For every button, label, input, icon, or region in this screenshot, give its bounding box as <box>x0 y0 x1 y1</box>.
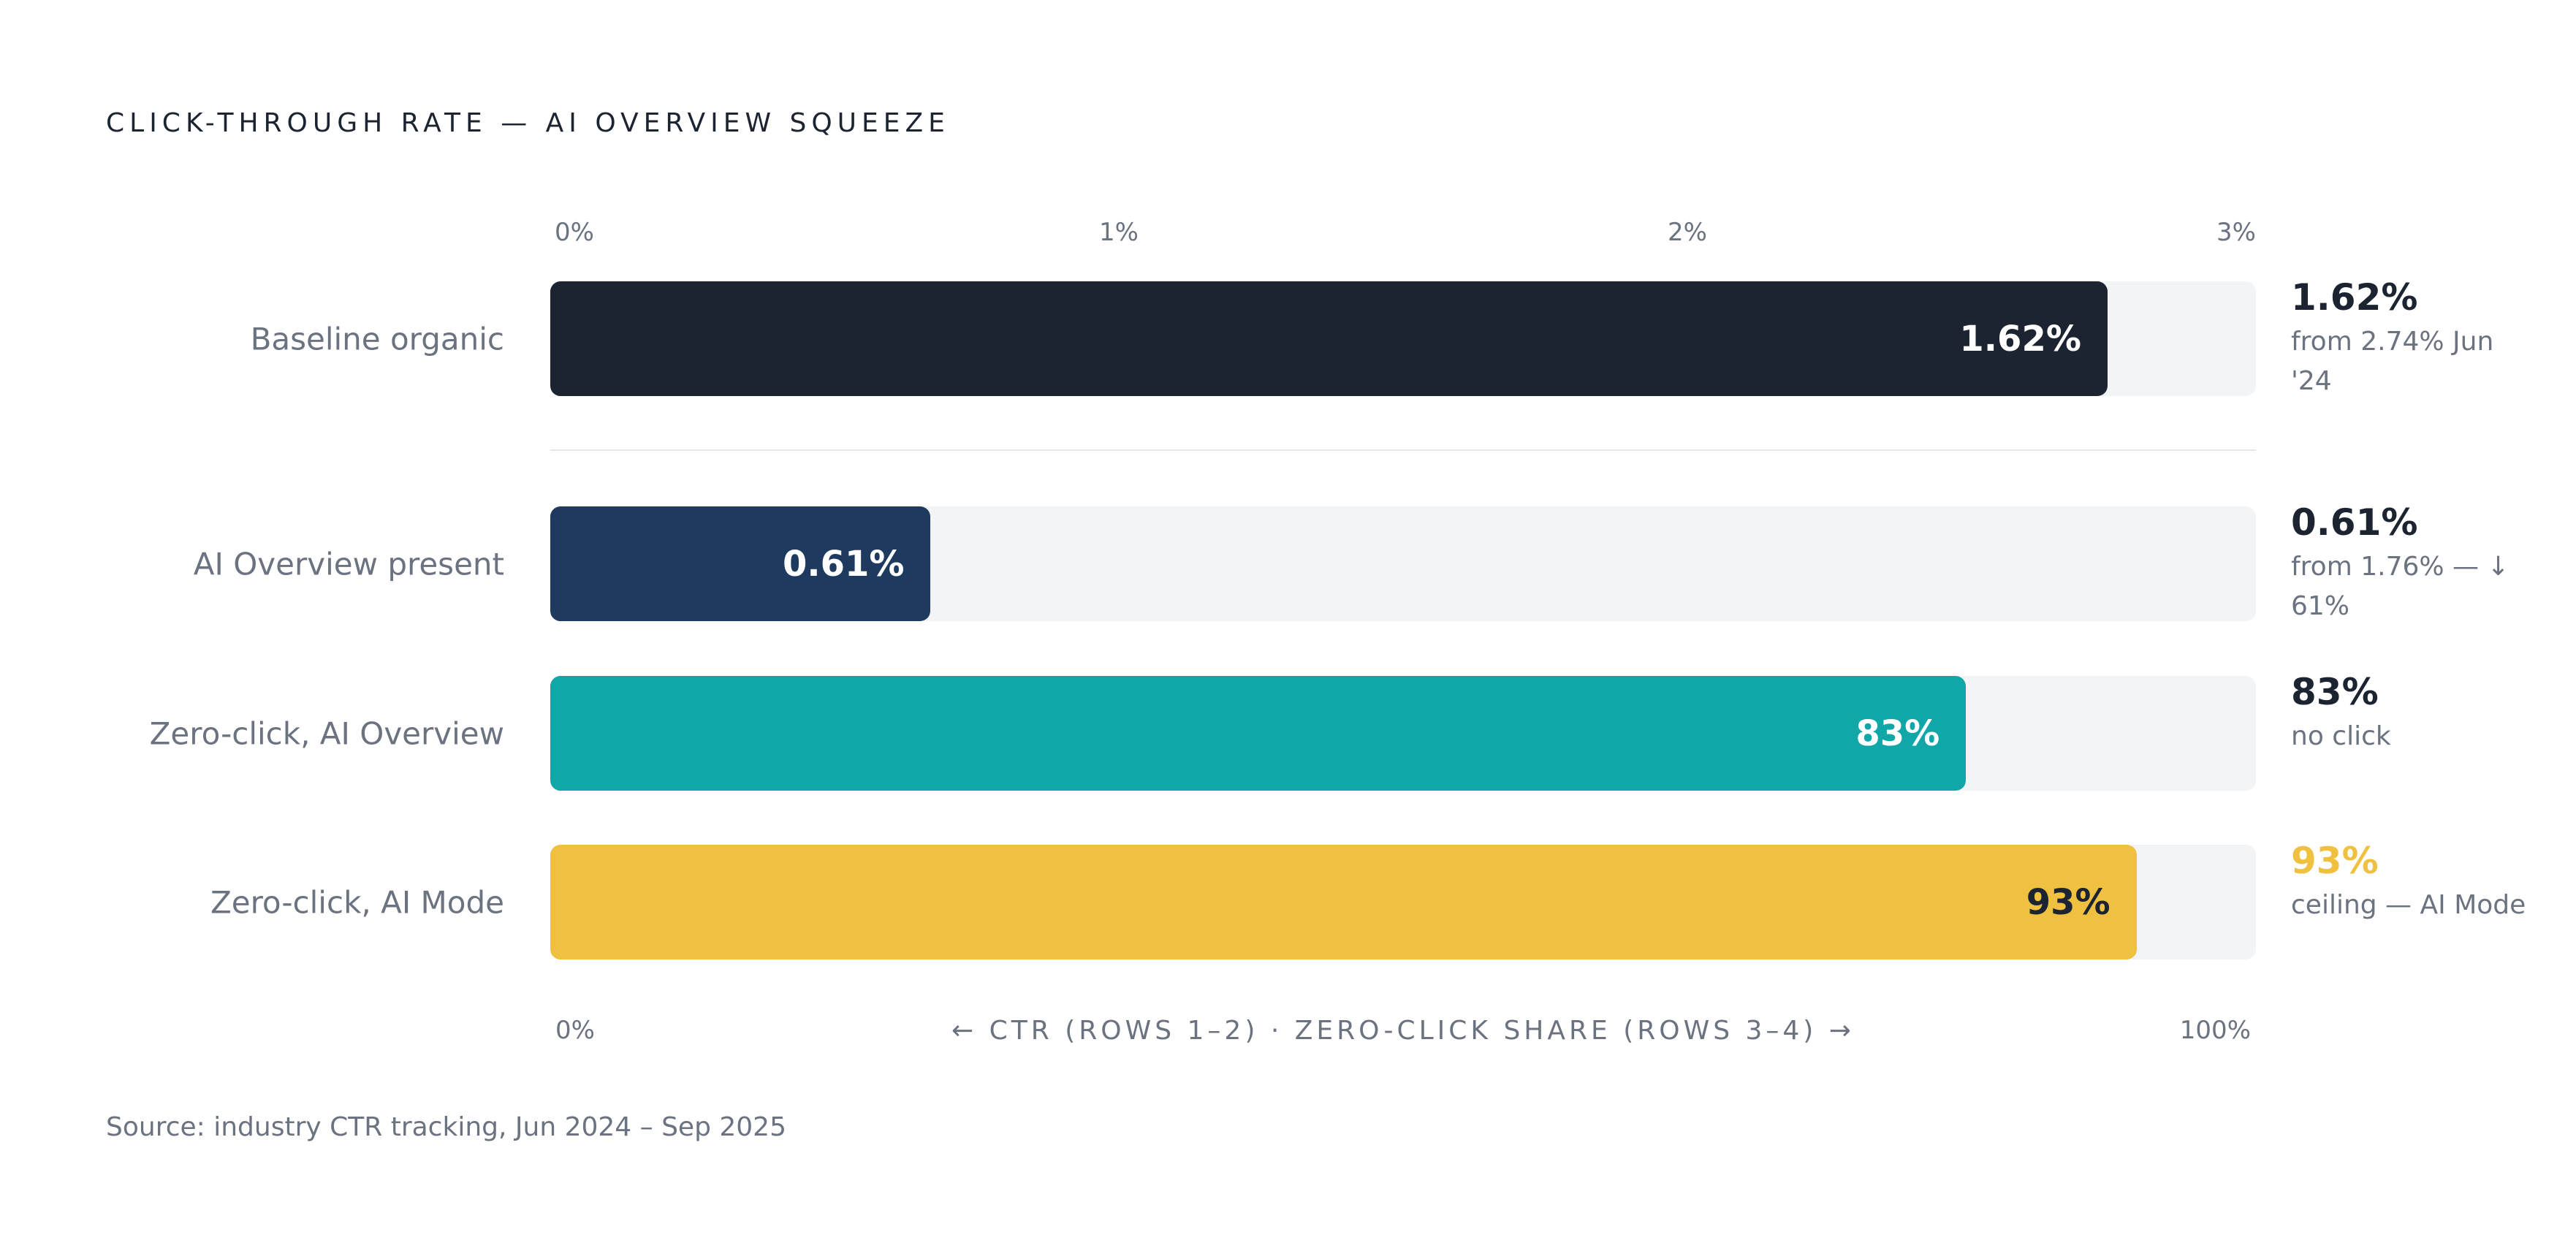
top-axis-tick-label: 2% <box>1668 218 1707 247</box>
row-label: Baseline organic <box>250 321 504 357</box>
bar: 93% <box>550 845 2137 959</box>
bottom-axis-caption: ← CTR (ROWS 1–2) · ZERO-CLICK SHARE (ROW… <box>951 1016 1855 1046</box>
row-label: Zero-click, AI Overview <box>149 715 504 751</box>
row-label: Zero-click, AI Mode <box>210 884 504 920</box>
bar-track: 0.61% <box>550 506 2256 621</box>
row-label: AI Overview present <box>193 546 504 582</box>
bottom-axis-max-label: 100% <box>2179 1016 2251 1045</box>
side-value: 93% <box>2291 840 2379 882</box>
bar: 83% <box>550 676 1967 791</box>
side-value: 1.62% <box>2291 276 2418 319</box>
bar: 0.61% <box>550 506 931 621</box>
side-annotation: 93% ceiling — AI Mode <box>2291 839 2532 925</box>
side-note: from 2.74% Jun '24 <box>2291 327 2494 396</box>
side-value: 0.61% <box>2291 501 2418 544</box>
bar-track: 83% <box>550 676 2256 791</box>
side-annotation: 83% no click <box>2291 670 2532 756</box>
bar-value-label: 83% <box>1855 712 1940 754</box>
bar-value-label: 0.61% <box>782 543 905 585</box>
side-note: ceiling — AI Mode <box>2291 890 2526 920</box>
top-axis-tick-label: 1% <box>1099 218 1139 247</box>
top-axis-tick-label: 3% <box>2216 218 2256 247</box>
side-note: from 1.76% — ↓ 61% <box>2291 552 2509 621</box>
side-annotation: 1.62% from 2.74% Jun '24 <box>2291 275 2532 401</box>
chart-title: CLICK-THROUGH RATE — AI OVERVIEW SQUEEZE <box>106 108 950 138</box>
source-note: Source: industry CTR tracking, Jun 2024 … <box>106 1112 786 1142</box>
group-divider <box>550 449 2256 451</box>
bar-value-label: 93% <box>2026 881 2110 923</box>
bar: 1.62% <box>550 281 2108 396</box>
bottom-axis-min-label: 0% <box>555 1016 595 1045</box>
bar-track: 93% <box>550 845 2256 959</box>
side-annotation: 0.61% from 1.76% — ↓ 61% <box>2291 501 2532 626</box>
top-axis-tick-label: 0% <box>555 218 594 247</box>
side-value: 83% <box>2291 671 2379 713</box>
bar-value-label: 1.62% <box>1959 318 2081 360</box>
side-note: no click <box>2291 721 2391 751</box>
bar-track: 1.62% <box>550 281 2256 396</box>
